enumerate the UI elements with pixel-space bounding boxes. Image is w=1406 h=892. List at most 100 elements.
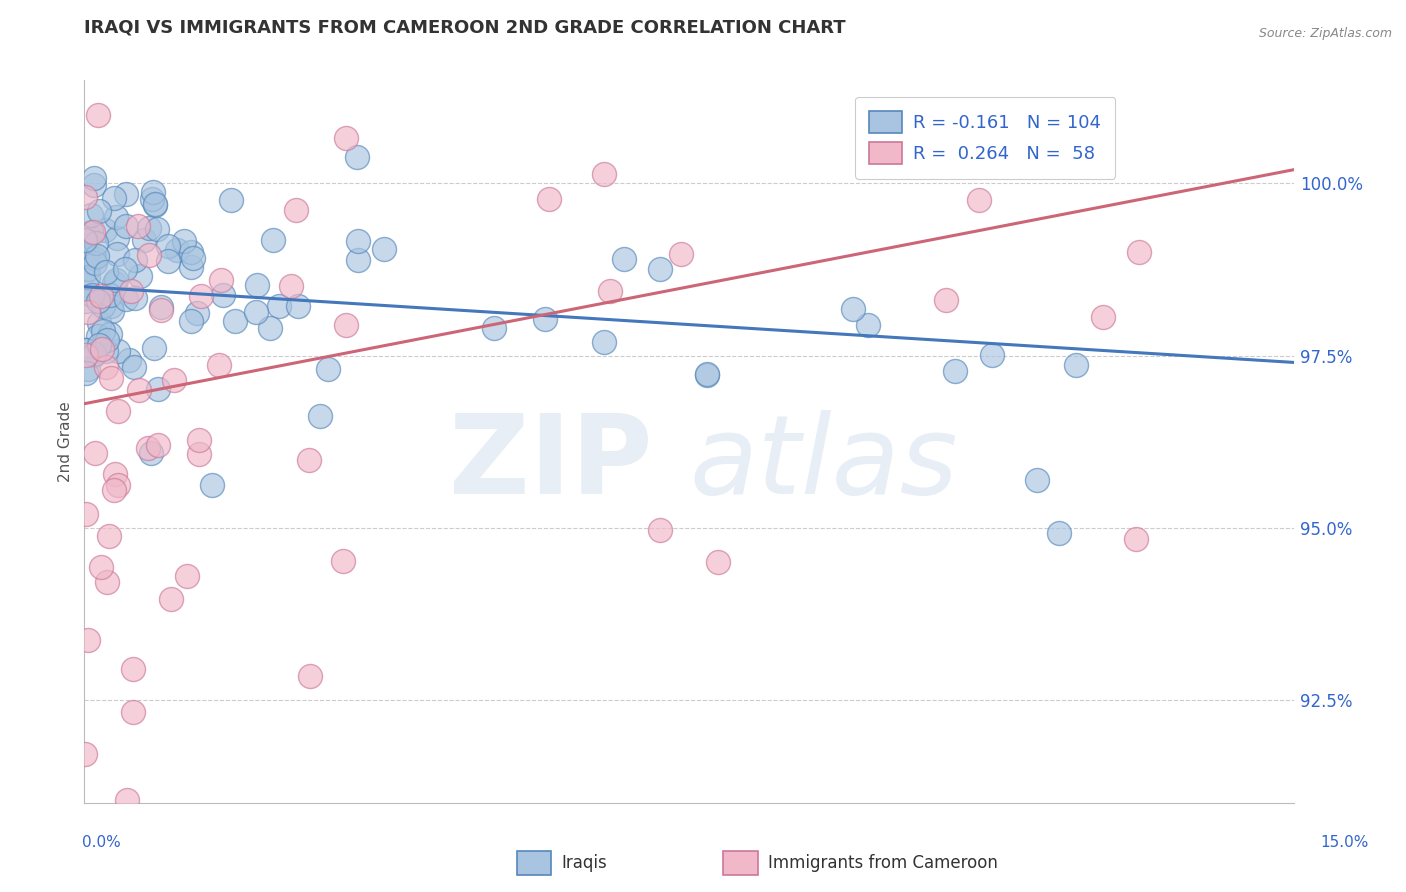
Point	[101, 303, 124, 318]
Point	[298, 669, 321, 683]
Point	[163, 373, 186, 387]
Point	[107, 404, 129, 418]
Point	[75, 343, 97, 357]
Point	[84, 256, 107, 270]
Point	[138, 221, 160, 235]
Point	[706, 555, 728, 569]
Point	[159, 592, 181, 607]
Point	[146, 382, 169, 396]
Point	[107, 478, 129, 492]
Point	[166, 244, 188, 258]
Point	[76, 270, 98, 285]
Point	[114, 292, 136, 306]
Point	[87, 329, 110, 343]
Point	[143, 197, 166, 211]
Point	[146, 438, 169, 452]
Point	[93, 223, 115, 237]
Text: 0.0%: 0.0%	[82, 836, 121, 850]
Point	[696, 367, 718, 381]
Point	[856, 318, 879, 332]
Point	[599, 284, 621, 298]
Point	[120, 284, 142, 298]
Point	[75, 190, 97, 204]
Point	[143, 341, 166, 355]
Point	[146, 222, 169, 236]
Point	[180, 245, 202, 260]
Point	[124, 291, 146, 305]
Point	[105, 247, 128, 261]
Point	[75, 747, 97, 762]
Point	[1047, 525, 1070, 540]
Point	[77, 227, 100, 242]
Point	[285, 203, 308, 218]
Point	[83, 178, 105, 193]
Point	[83, 348, 105, 362]
Point	[537, 192, 560, 206]
Point	[94, 360, 117, 375]
Point	[212, 288, 235, 302]
Point	[96, 574, 118, 589]
Point	[1125, 532, 1147, 546]
Point	[75, 293, 97, 308]
Point	[114, 219, 136, 234]
Point	[373, 243, 395, 257]
Point	[82, 225, 104, 239]
Point	[209, 273, 232, 287]
Point	[97, 529, 120, 543]
Point	[80, 208, 103, 222]
Point	[90, 559, 112, 574]
Point	[173, 234, 195, 248]
Point	[84, 236, 107, 251]
Point	[122, 662, 145, 676]
FancyBboxPatch shape	[723, 851, 758, 875]
Y-axis label: 2nd Grade: 2nd Grade	[58, 401, 73, 482]
Point	[298, 453, 321, 467]
Point	[118, 352, 141, 367]
Point	[80, 288, 103, 302]
Point	[190, 289, 212, 303]
Point	[346, 150, 368, 164]
Point	[156, 253, 179, 268]
Point	[107, 343, 129, 358]
Point	[157, 239, 180, 253]
Point	[75, 507, 97, 521]
Point	[86, 249, 108, 263]
Point	[79, 225, 101, 239]
Point	[935, 108, 957, 122]
Point	[103, 190, 125, 204]
Point	[103, 276, 125, 290]
Point	[142, 186, 165, 200]
Point	[143, 197, 166, 211]
Point	[176, 569, 198, 583]
Point	[1091, 310, 1114, 324]
Point	[335, 318, 357, 332]
Point	[105, 231, 128, 245]
Point	[100, 370, 122, 384]
Point	[246, 277, 269, 292]
Point	[335, 131, 357, 145]
Point	[75, 366, 97, 380]
Point	[309, 409, 332, 423]
Point	[201, 478, 224, 492]
Point	[648, 262, 671, 277]
Point	[967, 193, 990, 207]
Point	[280, 279, 302, 293]
Point	[245, 304, 267, 318]
Point	[121, 705, 143, 719]
Point	[87, 316, 110, 330]
Point	[128, 384, 150, 398]
Text: 15.0%: 15.0%	[1320, 836, 1368, 850]
Point	[105, 273, 128, 287]
Point	[75, 233, 97, 247]
Point	[114, 261, 136, 276]
Point	[221, 193, 243, 207]
Point	[592, 167, 614, 181]
Text: Immigrants from Cameroon: Immigrants from Cameroon	[768, 854, 997, 872]
Point	[75, 227, 97, 242]
Point	[180, 314, 202, 328]
Point	[93, 299, 115, 313]
Point	[208, 358, 231, 372]
Point	[186, 306, 208, 320]
Point	[332, 554, 354, 568]
Point	[75, 349, 97, 363]
